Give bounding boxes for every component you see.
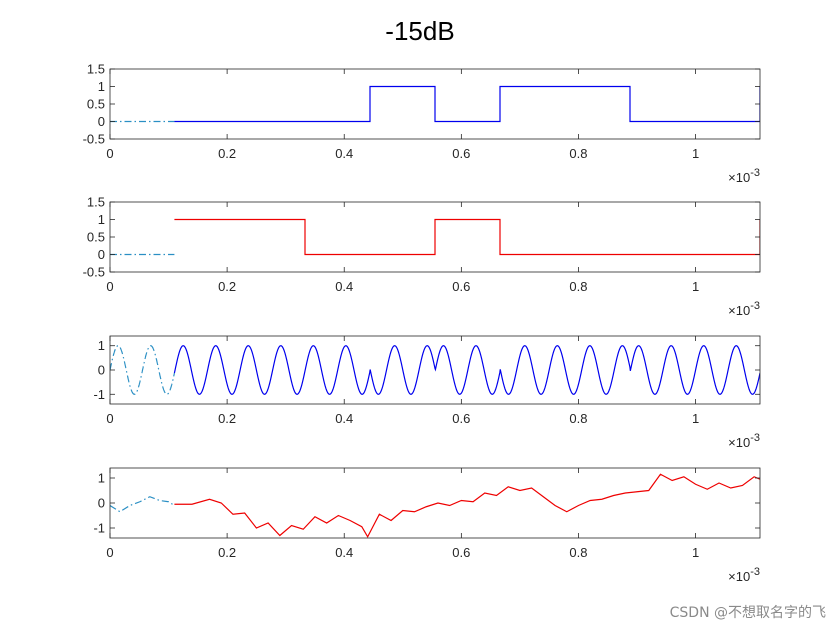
subplot-1: 0 0.2 0.4 0.6 0.8 1-0.500.511.5×10-3 [83,62,761,185]
subplots: 0 0.2 0.4 0.6 0.8 1-0.500.511.5×10-30 0.2 0.4 0.… [83,62,761,584]
subplot-4-x-exponent: ×10-3 [728,566,760,584]
subplot-2-xtick-label-0: 0 [106,279,113,294]
subplot-2-ytick-label-1: 0 [98,247,105,262]
subplot-3-series [110,345,760,395]
subplot-3-xtick-label-5: 1 [692,411,699,426]
subplot-4-xtick-label-4: 0.8 [569,545,587,560]
subplot-2-xtick-label-1: 0.2 [218,279,236,294]
subplot-3-xtick-label-1: 0.2 [218,411,236,426]
subplot-4-ytick-label-2: 1 [98,471,105,486]
subplot-2: 0 0.2 0.4 0.6 0.8 1-0.500.511.5×10-3 [83,195,761,318]
subplot-2-series [110,218,760,256]
subplot-1-ytick-label-0: -0.5 [83,132,105,147]
subplot-3-x-exponent: ×10-3 [728,432,760,450]
subplot-1-ytick-label-4: 1.5 [87,62,105,77]
subplot-2-series-2-line [174,218,760,256]
subplot-1-xtick-label-1: 0.2 [218,146,236,161]
subplot-4-ytick-label-0: -1 [93,521,105,536]
subplot-4-xtick-label-5: 1 [692,545,699,560]
subplot-4-xtick-label-0: 0 [106,545,113,560]
subplot-2-xtick-label-5: 1 [692,279,699,294]
subplot-1-series-2-line [174,85,760,123]
subplot-3-xtick-label-3: 0.6 [452,411,470,426]
subplot-4-xtick-label-2: 0.4 [335,545,353,560]
subplot-4-series-2-line [174,473,760,538]
subplot-1-ytick-label-2: 0.5 [87,97,105,112]
subplot-3-xtick-label-0: 0 [106,411,113,426]
subplot-3-xtick-label-4: 0.8 [569,411,587,426]
subplot-3-ytick-label-0: -1 [93,387,105,402]
subplot-3-series-2-line [173,345,760,395]
subplot-2-x-exponent: ×10-3 [728,300,760,318]
subplot-4-series-1-line [110,496,175,513]
subplot-2-ytick-label-0: -0.5 [83,265,105,280]
subplot-3: 0 0.2 0.4 0.6 0.8 1-101×10-3 [93,335,761,450]
watermark: CSDN @不想取名字的飞 [669,605,826,621]
subplot-4-axes-box [109,467,761,539]
subplot-2-xtick-label-3: 0.6 [452,279,470,294]
subplot-3-ytick-label-1: 0 [98,363,105,378]
subplot-2-xtick-label-4: 0.8 [569,279,587,294]
subplot-2-xtick-label-2: 0.4 [335,279,353,294]
subplot-2-ytick-label-4: 1.5 [87,195,105,210]
subplot-1-xtick-label-0: 0 [106,146,113,161]
figure-title: -15dB [385,16,454,46]
subplot-1-xtick-label-4: 0.8 [569,146,587,161]
subplot-3-xtick-label-2: 0.4 [335,411,353,426]
subplot-1-xtick-label-2: 0.4 [335,146,353,161]
subplot-1-series [110,85,760,123]
subplot-4-xtick-label-3: 0.6 [452,545,470,560]
subplot-4-ytick-label-1: 0 [98,496,105,511]
subplot-4-series [110,473,760,538]
subplot-2-ytick-label-3: 1 [98,212,105,227]
subplot-1-xtick-label-3: 0.6 [452,146,470,161]
subplot-3-series-1-line [110,345,176,395]
subplot-1-ytick-label-1: 0 [98,114,105,129]
subplot-2-ytick-label-2: 0.5 [87,230,105,245]
subplot-1-ytick-label-3: 1 [98,79,105,94]
subplot-1-x-exponent: ×10-3 [728,167,760,185]
subplot-4: 0 0.2 0.4 0.6 0.8 1-101×10-3 [93,467,761,584]
subplot-4-xtick-label-1: 0.2 [218,545,236,560]
subplot-3-ytick-label-2: 1 [98,338,105,353]
subplot-1-xtick-label-5: 1 [692,146,699,161]
